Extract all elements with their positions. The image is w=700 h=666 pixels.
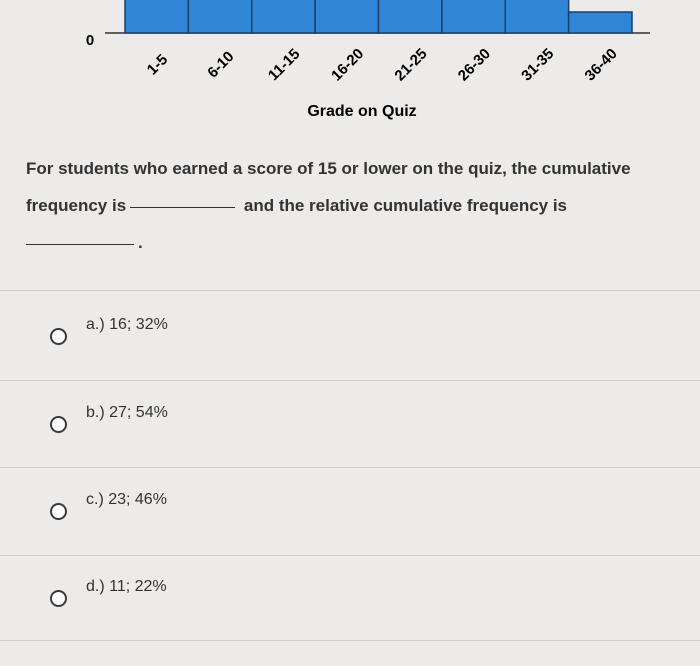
bar: [251, 0, 316, 34]
x-tick-label: 16-20: [328, 45, 367, 84]
blank: [26, 243, 134, 245]
question-text: For students who earned a score of 15 or…: [26, 159, 631, 215]
option-text[interactable]: b.) 27; 54%: [86, 404, 168, 421]
radio[interactable]: [50, 328, 67, 345]
histogram-fragment: 0 Grade on Quiz 1 1-56-1011-1516-2021-25…: [86, 0, 650, 120]
x-tick-label: 26-30: [455, 45, 494, 84]
separator: [0, 555, 700, 556]
bar: [504, 0, 570, 34]
separator: [0, 467, 700, 468]
x-axis-label: Grade on Quiz: [307, 103, 416, 120]
question-text: and the relative cumulative frequency is: [243, 196, 568, 215]
option-text[interactable]: c.) 23; 46%: [86, 491, 167, 508]
y-tick-label: 0: [86, 32, 94, 49]
x-tick-label: 36-40: [582, 45, 621, 84]
x-tick-label: 11-15: [265, 46, 304, 85]
x-tick-label: 1-5: [144, 51, 171, 78]
question: For students who earned a score of 15 or…: [26, 159, 631, 252]
bar: [441, 0, 506, 34]
radio[interactable]: [50, 503, 67, 520]
radio[interactable]: [50, 590, 67, 607]
separator: [0, 290, 700, 291]
separator: [0, 640, 700, 641]
bar: [187, 0, 253, 34]
x-tick-label: 21-25: [391, 45, 430, 84]
option-text[interactable]: d.) 11; 22%: [86, 578, 167, 595]
bar: [314, 0, 380, 34]
x-tick-label: 31-35: [518, 45, 557, 84]
blank: [130, 206, 236, 208]
bar: [124, 0, 190, 34]
bar: [567, 11, 633, 34]
x-tick-label: 6-10: [204, 48, 237, 81]
option-text[interactable]: a.) 16; 32%: [86, 316, 168, 333]
separator: [0, 380, 700, 381]
bar: [377, 0, 443, 34]
radio[interactable]: [50, 416, 67, 433]
